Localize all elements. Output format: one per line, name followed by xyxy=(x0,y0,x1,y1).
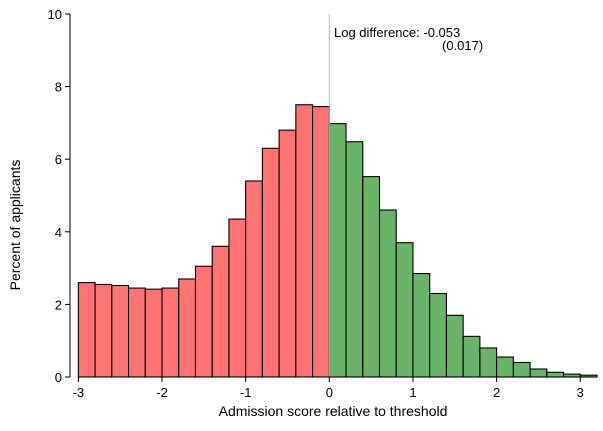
bar-above-9 xyxy=(479,347,498,378)
bar-below-13 xyxy=(295,104,314,378)
x-tick-label-3: 3 xyxy=(577,385,584,400)
y-tick-label-2: 2 xyxy=(55,297,62,312)
x-tick-label--1: -1 xyxy=(240,385,252,400)
bar-above-10 xyxy=(496,356,514,378)
x-tick-label-0: 0 xyxy=(326,385,333,400)
bar-above-2 xyxy=(362,176,381,378)
bar-above-4 xyxy=(395,242,414,378)
y-tick-label-10: 10 xyxy=(48,7,62,22)
bar-below-8 xyxy=(211,245,230,378)
x-tick-label--2: -2 xyxy=(156,385,168,400)
bar-below-5 xyxy=(161,287,180,378)
bar-below-3 xyxy=(128,287,146,378)
y-tick-label-8: 8 xyxy=(55,80,62,95)
bar-below-9 xyxy=(228,218,247,378)
bar-above-13 xyxy=(546,371,565,378)
bar-below-6 xyxy=(178,278,197,378)
bar-above-1 xyxy=(345,141,364,378)
bar-below-2 xyxy=(111,284,130,378)
x-axis-title: Admission score relative to threshold xyxy=(219,403,448,419)
bar-above-5 xyxy=(412,272,431,378)
y-axis-title: Percent of applicants xyxy=(7,160,23,291)
bar-above-6 xyxy=(429,292,447,378)
bar-above-3 xyxy=(378,209,397,378)
x-tick-label-1: 1 xyxy=(409,385,416,400)
bar-below-14 xyxy=(312,106,330,378)
bar-above-0 xyxy=(328,123,347,378)
x-tick-label--3: -3 xyxy=(73,385,85,400)
y-tick-label-6: 6 xyxy=(55,152,62,167)
y-tick-label-0: 0 xyxy=(55,370,62,385)
y-axis-ticks: 0 2 4 6 8 10 xyxy=(48,7,70,385)
bar-below-4 xyxy=(144,288,163,378)
bar-below-1 xyxy=(94,283,113,378)
annotation-log-difference: Log difference: -0.053 xyxy=(334,25,460,40)
bar-above-11 xyxy=(512,361,531,378)
x-tick-label-2: 2 xyxy=(493,385,500,400)
y-tick-label-4: 4 xyxy=(55,225,62,240)
bar-below-10 xyxy=(245,180,263,378)
x-axis-ticks: -3 -2 -1 0 1 2 3 xyxy=(73,377,584,400)
bar-below-7 xyxy=(194,265,213,378)
bars-group xyxy=(77,104,598,378)
bar-above-12 xyxy=(529,368,548,378)
annotation-standard-error: (0.017) xyxy=(442,38,483,53)
bar-above-8 xyxy=(462,335,481,378)
bar-below-11 xyxy=(261,147,280,378)
bar-above-7 xyxy=(445,314,464,378)
bar-above-15 xyxy=(579,374,598,378)
bar-below-12 xyxy=(278,129,297,378)
bar-below-0 xyxy=(77,282,96,378)
